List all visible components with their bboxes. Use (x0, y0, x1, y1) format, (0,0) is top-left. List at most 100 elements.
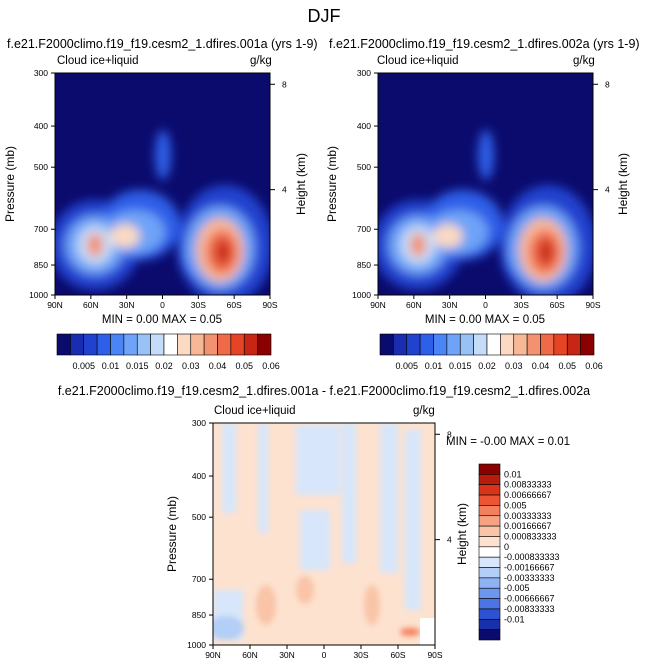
colorbar-label: 0.01 (504, 469, 522, 479)
colorbar-swatch (478, 484, 501, 496)
colorbar-swatch (478, 463, 501, 475)
colorbar-label: 0.05 (558, 361, 576, 371)
panel-1: f.e21.F2000climo.f19_f19.cesm2_1.dfires.… (7, 37, 318, 326)
colorbar-swatch (478, 587, 501, 599)
y-axis-label: Pressure (mb) (165, 496, 179, 572)
y-axis-label: Pressure (mb) (3, 146, 17, 222)
y-tick-label: 1000 (29, 290, 48, 300)
colorbar-swatch (459, 333, 474, 356)
colorbar-swatch (478, 577, 501, 589)
colorbar-label: 0.05 (235, 361, 253, 371)
colorbar-swatch (478, 494, 501, 506)
colorbar-panel-2: 0.005 0.01 0.015 0.02 0.03 0.04 0.05 0.06 (379, 333, 603, 371)
colorbar-swatch (123, 333, 138, 356)
panel-3-heatmap (213, 423, 435, 645)
page-title: DJF (308, 6, 341, 26)
x-tick-label: 60N (406, 300, 422, 310)
colorbar-swatch (478, 505, 501, 517)
panel-1-field-label: Cloud ice+liquid (57, 55, 139, 67)
colorbar-swatch (478, 629, 501, 641)
colorbar-label: 0.00333333 (504, 511, 552, 521)
y-tick-label: 1000 (187, 640, 206, 650)
colorbar-label: 0.04 (532, 361, 550, 371)
colorbar-swatch (230, 333, 245, 356)
colorbar-swatch (433, 333, 448, 356)
colorbar-swatch (243, 333, 258, 356)
colorbar-label: -0.000833333 (504, 552, 560, 562)
colorbar-swatch (406, 333, 421, 356)
colorbar-swatch (478, 474, 501, 486)
colorbar-swatch (379, 333, 394, 356)
colorbar-label: 0.06 (585, 361, 603, 371)
x-tick-label: 60S (550, 300, 565, 310)
colorbar-label: 0.00166667 (504, 521, 552, 531)
x-tick-label: 0 (483, 300, 488, 310)
y2-tick-label: 8 (282, 79, 287, 89)
y2-axis-label: Height (km) (616, 153, 630, 215)
panel-3-units: g/kg (413, 405, 435, 417)
x-tick-label: 0 (160, 300, 165, 310)
colorbar-label: 0.01 (102, 361, 120, 371)
colorbar-label: -0.005 (504, 583, 530, 593)
colorbar-swatch (478, 515, 501, 527)
panel-3-title: f.e21.F2000climo.f19_f19.cesm2_1.dfires.… (58, 384, 590, 398)
colorbar-label: 0.000833333 (504, 531, 557, 541)
colorbar-label: 0 (504, 542, 509, 552)
x-tick-label: 30N (442, 300, 458, 310)
colorbar-swatch (393, 333, 408, 356)
colorbar-swatch (217, 333, 232, 356)
colorbar-label: 0.06 (262, 361, 280, 371)
colorbar-panel-3: 0.010.008333330.006666670.0050.003333330… (478, 463, 560, 641)
y2-axis-label: Height (km) (294, 153, 308, 215)
panel-2: f.e21.F2000climo.f19_f19.cesm2_1.dfires.… (329, 37, 640, 326)
colorbar-label: -0.00833333 (504, 604, 555, 614)
colorbar-swatch (163, 333, 178, 356)
colorbar-label: 0.005 (395, 361, 418, 371)
x-tick-label: 30S (514, 300, 529, 310)
x-tick-label: 60N (83, 300, 99, 310)
colorbar-swatch (486, 333, 501, 356)
y-tick-label: 300 (34, 68, 48, 78)
colorbar-swatch (83, 333, 98, 356)
y-tick-label: 300 (192, 418, 206, 428)
y-axis-label: Pressure (mb) (325, 146, 339, 222)
x-tick-label: 30N (119, 300, 135, 310)
y-tick-label: 400 (357, 121, 371, 131)
colorbar-swatch (136, 333, 151, 356)
panel-2-title: f.e21.F2000climo.f19_f19.cesm2_1.dfires.… (329, 37, 640, 51)
panel-2-stats: MIN = 0.00 MAX = 0.05 (425, 314, 545, 326)
colorbar-swatch (478, 618, 501, 630)
y2-tick-label: 4 (447, 535, 452, 545)
panel-3-stats: MIN = -0.00 MAX = 0.01 (446, 436, 570, 448)
panel-1-heatmap (55, 73, 270, 295)
colorbar-swatch (257, 333, 272, 356)
x-tick-label: 60S (227, 300, 242, 310)
panel-3: f.e21.F2000climo.f19_f19.cesm2_1.dfires.… (58, 384, 590, 646)
y-tick-label: 1000 (352, 290, 371, 300)
colorbar-swatch (203, 333, 218, 356)
colorbar-swatch (478, 598, 501, 610)
y-tick-label: 500 (357, 162, 371, 172)
colorbar-swatch (70, 333, 85, 356)
x-tick-label: 30S (353, 650, 368, 660)
x-tick-label: 60N (242, 650, 258, 660)
x-tick-label: 30S (191, 300, 206, 310)
colorbar-swatch (110, 333, 125, 356)
colorbar-swatch (446, 333, 461, 356)
colorbar-swatch (478, 546, 501, 558)
y-tick-label: 700 (192, 574, 206, 584)
colorbar-label: 0.04 (209, 361, 227, 371)
colorbar-label: 0.03 (505, 361, 523, 371)
panel-2-units: g/kg (573, 55, 595, 67)
colorbar-label: 0.02 (478, 361, 496, 371)
y2-axis-label: Height (km) (455, 503, 469, 565)
colorbar-swatch (96, 333, 111, 356)
colorbar-swatch (478, 556, 501, 568)
y2-tick-label: 4 (282, 185, 287, 195)
panel-1-units: g/kg (250, 55, 272, 67)
x-tick-label: 0 (322, 650, 327, 660)
colorbar-label: -0.00666667 (504, 594, 555, 604)
colorbar-swatch (580, 333, 595, 356)
y-tick-label: 300 (357, 68, 371, 78)
colorbar-swatch (478, 536, 501, 548)
